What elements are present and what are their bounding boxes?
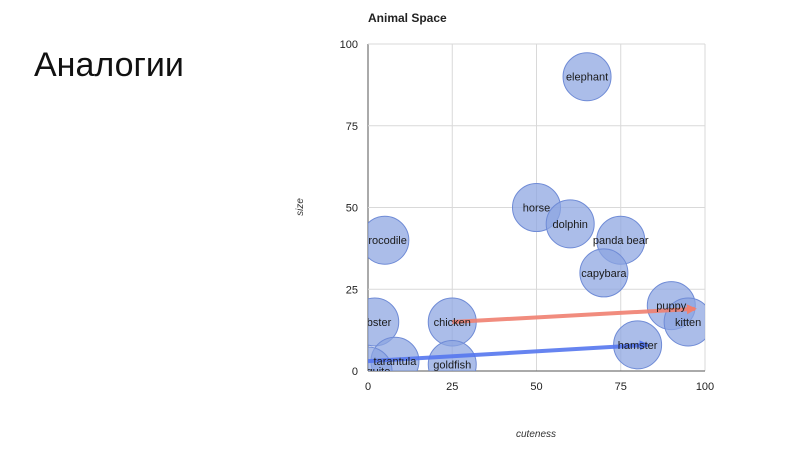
y-tick-label: 50 [346,203,358,215]
bubble-label-horse: horse [523,203,551,215]
bubble-label-goldfish: goldfish [433,359,471,371]
chart-title: Animal Space [368,11,447,25]
x-axis-title: cuteness [516,429,556,440]
bubble-lobster [368,297,400,347]
analogy-arrow-chicken-to-kitten [452,304,697,324]
tick-labels: 0 25 50 75 100 0 25 50 75 100 [340,39,715,393]
analogy-arrow-mosquito-to-hamster [368,340,650,364]
bubble-crocodile [368,215,410,265]
y-tick-label: 75 [346,121,358,133]
bubble-label-dolphin: dolphin [552,219,587,231]
x-tick-label: 50 [530,381,542,393]
bubble-capybara [579,248,629,298]
x-tick-label: 25 [446,381,458,393]
bubble-label-kitten: kitten [675,317,701,329]
y-tick-label: 100 [340,39,358,51]
x-tick-label: 75 [615,381,627,393]
y-tick-label: 0 [352,366,358,378]
bubble-label-chicken: chicken [434,317,471,329]
y-axis-title: size [295,198,306,216]
bubble-label-elephant: elephant [566,72,608,84]
x-tick-label: 100 [696,381,714,393]
y-tick-label: 25 [346,284,358,296]
bubble-elephant [562,52,612,102]
bubble-label-hamster: hamster [618,340,658,352]
bubble-label-mosquito: mosquito [346,366,391,378]
bubble-label-panda-bear: panda bear [593,235,649,247]
bubble-label-tarantula: tarantula [374,356,418,368]
bubble-label-crocodile: crocodile [363,235,407,247]
bubble-label-capybara: capybara [581,268,627,280]
bubble-dolphin [545,199,595,249]
x-tick-label: 0 [365,381,371,393]
bubble-label-lobster: lobster [358,317,391,329]
slide-title: Аналогии [34,46,184,84]
bubble-label-puppy: puppy [656,301,686,313]
